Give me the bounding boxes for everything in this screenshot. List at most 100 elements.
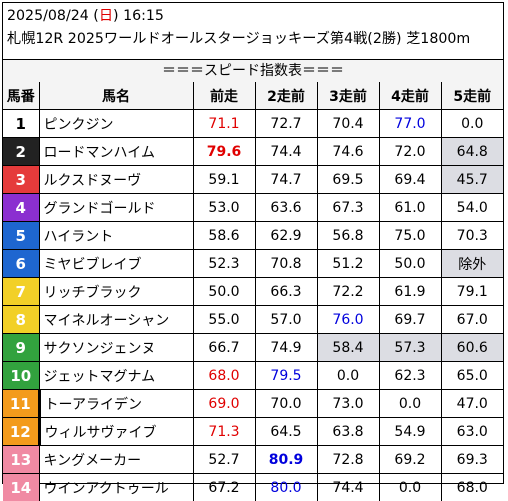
speed-index-value: 71.1: [193, 110, 255, 138]
horse-name: ミヤビブレイブ: [39, 250, 193, 278]
speed-index-value: 50.0: [193, 278, 255, 306]
col-header-name: 馬名: [39, 82, 193, 110]
speed-index-value: 80.0: [255, 474, 317, 501]
speed-index-value: 52.3: [193, 250, 255, 278]
speed-index-value: 50.0: [379, 250, 441, 278]
speed-index-value: 55.0: [193, 306, 255, 334]
horse-number: 9: [3, 334, 39, 362]
speed-index-value: 68.0: [441, 474, 503, 501]
horse-name: ウインアクトゥール: [39, 474, 193, 501]
speed-index-value: 70.3: [441, 222, 503, 250]
speed-index-value: 56.8: [317, 222, 379, 250]
horse-number: 11: [3, 390, 39, 418]
speed-index-value: 74.4: [255, 138, 317, 166]
horse-number: 5: [3, 222, 39, 250]
race-card-panel: 2025/08/24 (日) 16:15 札幌12R 2025ワールドオールスタ…: [2, 2, 504, 484]
speed-index-value: 72.0: [379, 138, 441, 166]
col-header-number: 馬番: [3, 82, 39, 110]
horse-number: 6: [3, 250, 39, 278]
speed-index-value: 61.0: [379, 194, 441, 222]
speed-index-value: 54.9: [379, 418, 441, 446]
speed-index-value: 69.7: [379, 306, 441, 334]
horse-name: キングメーカー: [39, 446, 193, 474]
col-header-5back: 5走前: [441, 82, 503, 110]
speed-index-value: 67.0: [441, 306, 503, 334]
horse-number: 1: [3, 110, 39, 138]
speed-index-value: 69.5: [317, 166, 379, 194]
speed-index-value: 47.0: [441, 390, 503, 418]
horse-number: 10: [3, 362, 39, 390]
speed-index-value: 63.6: [255, 194, 317, 222]
horse-number: 2: [3, 138, 39, 166]
speed-index-value: 57.0: [255, 306, 317, 334]
horse-name: ハイラント: [39, 222, 193, 250]
weekday: 日: [99, 8, 113, 24]
speed-index-value: 66.7: [193, 334, 255, 362]
col-header-3back: 3走前: [317, 82, 379, 110]
col-header-2back: 2走前: [255, 82, 317, 110]
speed-index-value: 74.6: [317, 138, 379, 166]
speed-index-value: 59.1: [193, 166, 255, 194]
speed-index-value: 0.0: [441, 110, 503, 138]
horse-name: ルクスドヌーヴ: [39, 166, 193, 194]
speed-index-value: 79.5: [255, 362, 317, 390]
horse-name: ジェットマグナム: [39, 362, 193, 390]
horse-number: 3: [3, 166, 39, 194]
speed-index-value: 0.0: [379, 390, 441, 418]
race-info: 札幌12R 2025ワールドオールスタージョッキーズ第4戦(2勝) 芝1800m: [7, 29, 470, 49]
speed-index-value: 67.3: [317, 194, 379, 222]
speed-index-value: 57.3: [379, 334, 441, 362]
speed-index-value: 53.0: [193, 194, 255, 222]
speed-index-value: 74.9: [255, 334, 317, 362]
speed-index-value: 54.0: [441, 194, 503, 222]
speed-index-value: 75.0: [379, 222, 441, 250]
col-header-4back: 4走前: [379, 82, 441, 110]
speed-index-value: 69.0: [193, 390, 255, 418]
horse-number: 13: [3, 446, 39, 474]
race-datetime: 2025/08/24 (日) 16:15: [7, 6, 164, 26]
time-suffix: ) 16:15: [113, 8, 164, 24]
speed-index-value: 64.8: [441, 138, 503, 166]
speed-index-value: 69.2: [379, 446, 441, 474]
speed-index-value: 72.2: [317, 278, 379, 306]
speed-index-value: 66.3: [255, 278, 317, 306]
speed-index-value: 73.0: [317, 390, 379, 418]
horse-number: 4: [3, 194, 39, 222]
speed-index-value: 62.9: [255, 222, 317, 250]
horse-number: 8: [3, 306, 39, 334]
speed-index-value: 63.8: [317, 418, 379, 446]
speed-index-value: 72.7: [255, 110, 317, 138]
speed-index-value: 52.7: [193, 446, 255, 474]
table-header-row: 馬番 馬名 前走 2走前 3走前 4走前 5走前: [3, 82, 503, 110]
speed-index-value: 58.6: [193, 222, 255, 250]
speed-index-value: 58.4: [317, 334, 379, 362]
speed-index-value: 74.7: [255, 166, 317, 194]
speed-index-value: 77.0: [379, 110, 441, 138]
horse-number: 12: [3, 418, 39, 446]
speed-index-value: 65.0: [441, 362, 503, 390]
speed-index-value: 80.9: [255, 446, 317, 474]
speed-index-value: 68.0: [193, 362, 255, 390]
speed-index-value: 70.4: [317, 110, 379, 138]
horse-name: グランドゴールド: [39, 194, 193, 222]
speed-index-value: 0.0: [317, 362, 379, 390]
speed-index-value: 61.9: [379, 278, 441, 306]
speed-index-value: 70.8: [255, 250, 317, 278]
horse-name: サクソンジェンヌ: [39, 334, 193, 362]
speed-index-value: 70.0: [255, 390, 317, 418]
speed-index-value: 72.8: [317, 446, 379, 474]
horse-name: ウィルサヴァイブ: [39, 418, 193, 446]
speed-index-value: 除外: [441, 250, 503, 278]
